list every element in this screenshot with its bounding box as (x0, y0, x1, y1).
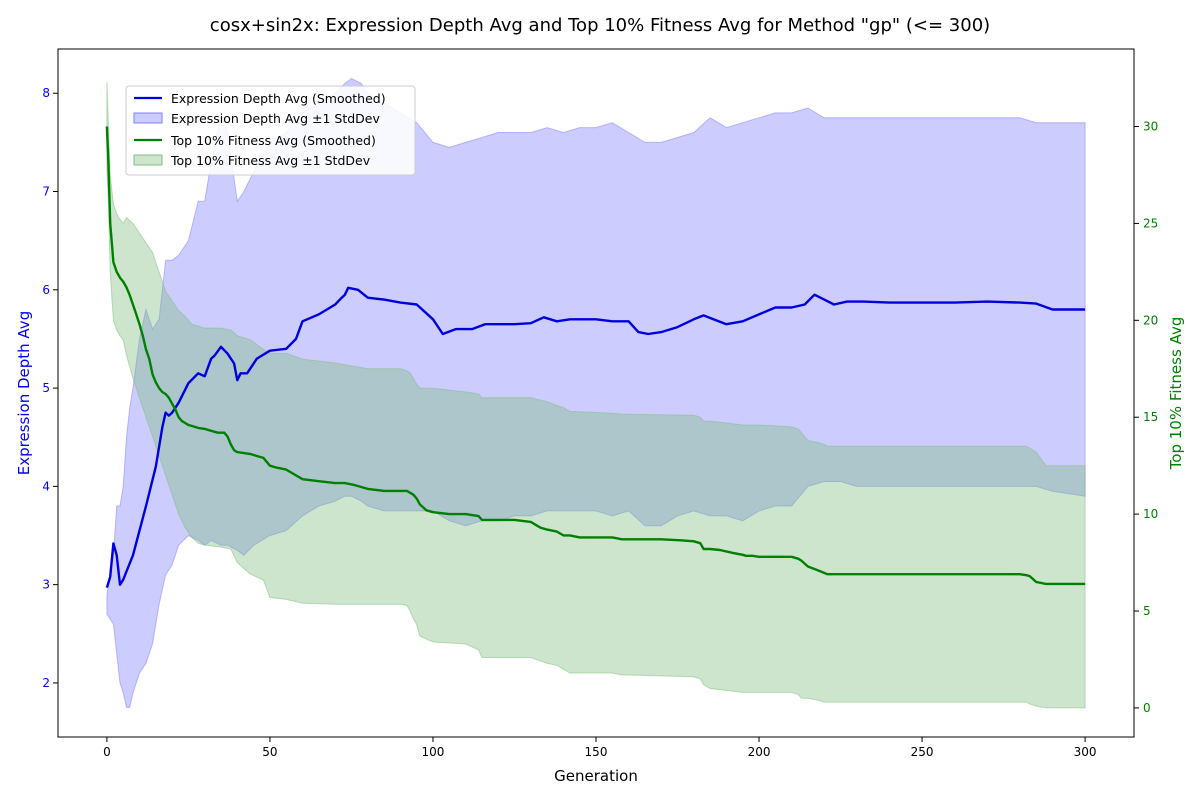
right-y-tick-label: 25 (1143, 216, 1158, 230)
legend-box (125, 85, 416, 176)
right-y-tick-label: 0 (1143, 701, 1151, 715)
left-y-tick-label: 3 (42, 578, 50, 592)
series-line-0 (105, 286, 1086, 588)
right-y-axis-label: Top 10% Fitness Avg (1167, 317, 1185, 471)
x-axis-label: Generation (554, 767, 638, 785)
legend-entry-fitness-band: Top 10% Fitness Avg ±1 StdDev (170, 153, 371, 168)
left-y-tick-label: 6 (42, 283, 50, 297)
left-y-tick-label: 7 (42, 185, 50, 199)
right-y-tick-label: 5 (1143, 604, 1151, 618)
left-y-axis-label: Expression Depth Avg (15, 311, 33, 475)
left-y-tick-label: 5 (42, 381, 50, 395)
x-axis: 0 50 100 150 200 250 300 (103, 737, 1097, 759)
right-y-tick-label: 30 (1143, 120, 1158, 134)
x-tick-label: 300 (1074, 745, 1097, 759)
lines-layer (105, 126, 1086, 588)
legend: Expression Depth Avg (Smoothed) Expressi… (125, 85, 416, 176)
left-y-tick-label: 4 (42, 479, 50, 493)
right-y-tick-label: 20 (1143, 313, 1158, 327)
chart-title: cosx+sin2x: Expression Depth Avg and Top… (210, 15, 990, 36)
x-tick-label: 100 (422, 745, 445, 759)
left-y-axis: 2 3 4 5 6 7 8 (42, 86, 58, 690)
x-tick-label: 0 (103, 745, 111, 759)
right-y-tick-label: 10 (1143, 507, 1158, 521)
left-y-tick-label: 2 (42, 676, 50, 690)
x-tick-label: 200 (748, 745, 771, 759)
right-y-axis: 0 5 10 15 20 25 30 (1134, 120, 1158, 715)
left-y-tick-label: 8 (42, 86, 50, 100)
legend-swatch-fitness-band (133, 154, 163, 166)
series-band-3 (106, 81, 1086, 709)
legend-entry-fitness-smoothed: Top 10% Fitness Avg (Smoothed) (170, 133, 376, 148)
x-tick-label: 50 (262, 745, 277, 759)
x-tick-label: 250 (911, 745, 934, 759)
legend-entry-depth-smoothed: Expression Depth Avg (Smoothed) (171, 91, 386, 106)
legend-entry-depth-band: Expression Depth Avg ±1 StdDev (171, 111, 380, 126)
x-tick-label: 150 (585, 745, 608, 759)
series-line-2 (105, 126, 1086, 586)
legend-swatch-depth-band (133, 112, 163, 124)
right-y-tick-label: 15 (1143, 410, 1158, 424)
